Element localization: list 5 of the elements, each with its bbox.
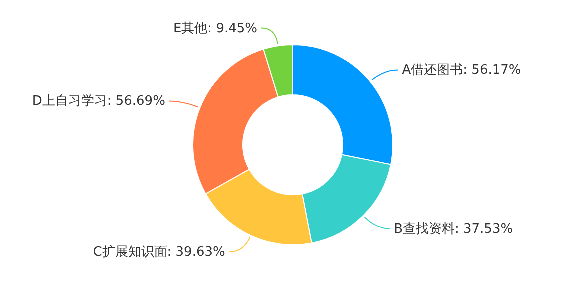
slice-label: E其他: 9.45% bbox=[173, 21, 258, 36]
slice-label: B查找资料: 37.53% bbox=[394, 222, 514, 237]
slice-label: A借还图书: 56.17% bbox=[402, 63, 522, 78]
slice-label: C扩展知识面: 39.63% bbox=[93, 245, 226, 260]
slice-label: D上自习学习: 56.69% bbox=[32, 94, 166, 110]
